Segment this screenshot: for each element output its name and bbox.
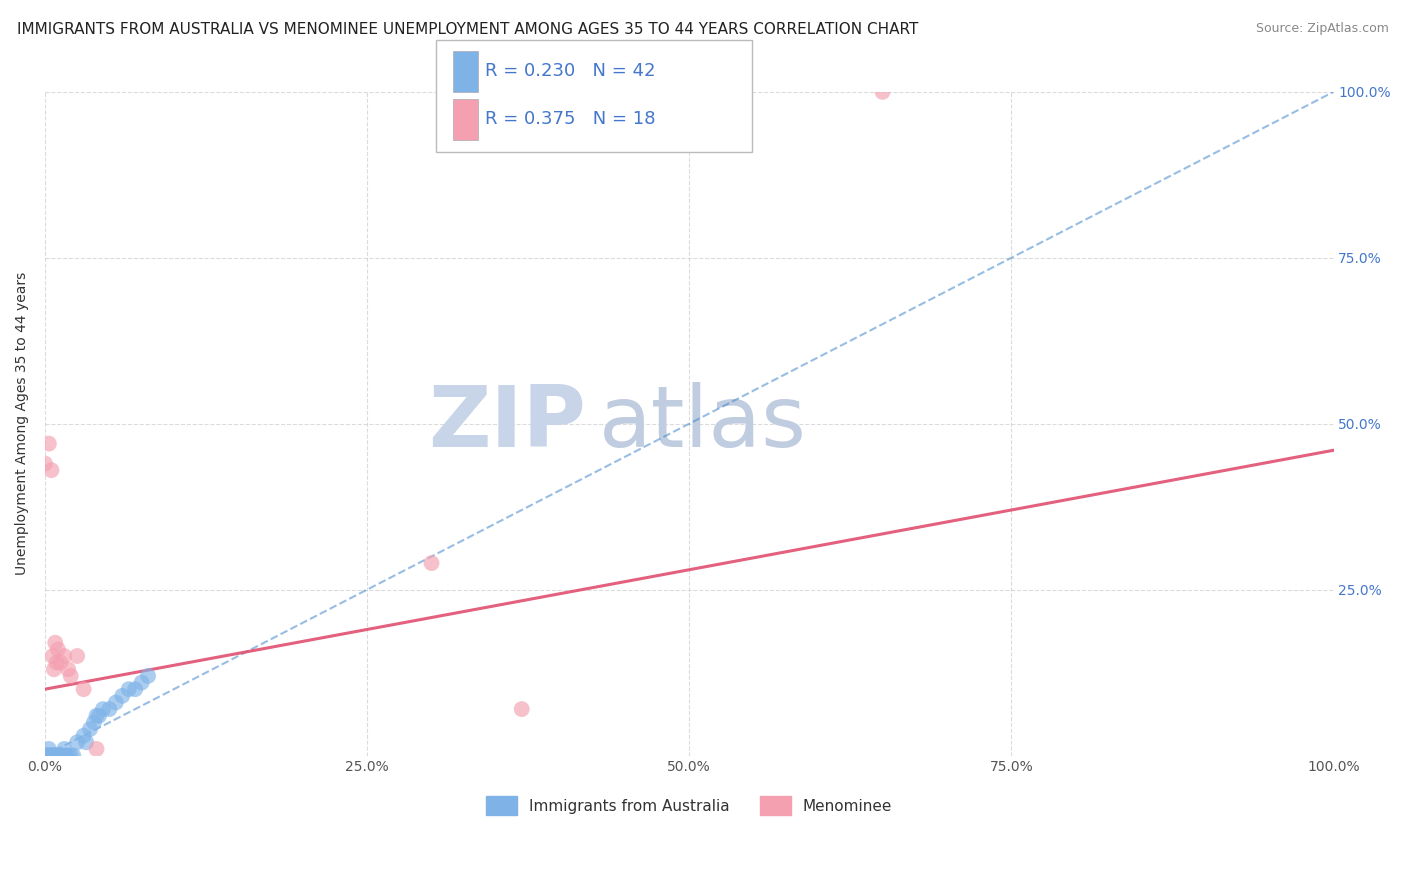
Point [46,748,69,763]
Legend: Immigrants from Australia, Menominee: Immigrants from Australia, Menominee [479,790,898,821]
Point [62,748,84,763]
Point [55,748,77,763]
Point [44,636,66,650]
Point [131,675,153,690]
Point [72,682,94,697]
Text: IMMIGRANTS FROM AUSTRALIA VS MENOMINEE UNEMPLOYMENT AMONG AGES 35 TO 44 YEARS CO: IMMIGRANTS FROM AUSTRALIA VS MENOMINEE U… [17,22,918,37]
Point [34,748,56,763]
Point [37,748,59,763]
Point [41,748,63,763]
Point [66,648,89,663]
Point [86,708,108,723]
Point [38,436,60,450]
Point [872,85,894,99]
Point [41,748,63,763]
Point [46,642,69,657]
Point [91,702,114,716]
Point [59,748,82,763]
Point [45,656,67,670]
Point [42,748,65,763]
Point [49,748,72,763]
Point [87,708,110,723]
Point [136,669,159,683]
Point [510,702,533,716]
Text: ZIP: ZIP [429,382,586,466]
Point [66,735,89,749]
Point [41,648,63,663]
Point [38,742,60,756]
Point [56,662,79,676]
Point [420,556,443,570]
Point [124,682,146,697]
Text: Source: ZipAtlas.com: Source: ZipAtlas.com [1256,22,1389,36]
Point [44,748,66,763]
Point [42,748,65,763]
Text: R = 0.375   N = 18: R = 0.375 N = 18 [485,111,655,128]
Point [49,656,72,670]
Point [79,722,101,736]
Point [56,748,79,763]
Y-axis label: Unemployment Among Ages 35 to 44 years: Unemployment Among Ages 35 to 44 years [15,272,30,575]
Text: atlas: atlas [599,382,807,466]
Point [111,689,134,703]
Point [53,648,76,663]
Point [59,669,82,683]
Point [53,748,76,763]
Point [41,463,63,477]
Point [46,748,69,763]
Point [51,748,73,763]
Point [44,748,66,763]
Point [42,662,65,676]
Point [104,696,127,710]
Point [53,742,76,756]
Point [75,735,97,749]
Point [41,748,63,763]
Text: R = 0.230   N = 42: R = 0.230 N = 42 [485,62,655,80]
Point [39,748,62,763]
Point [34,457,56,471]
Point [38,748,60,763]
Point [35,748,58,763]
Point [98,702,121,716]
Point [83,715,105,730]
Point [39,748,62,763]
Point [45,748,67,763]
Point [41,748,63,763]
Point [37,748,59,763]
Point [86,742,108,756]
Point [72,729,94,743]
Point [118,682,141,697]
